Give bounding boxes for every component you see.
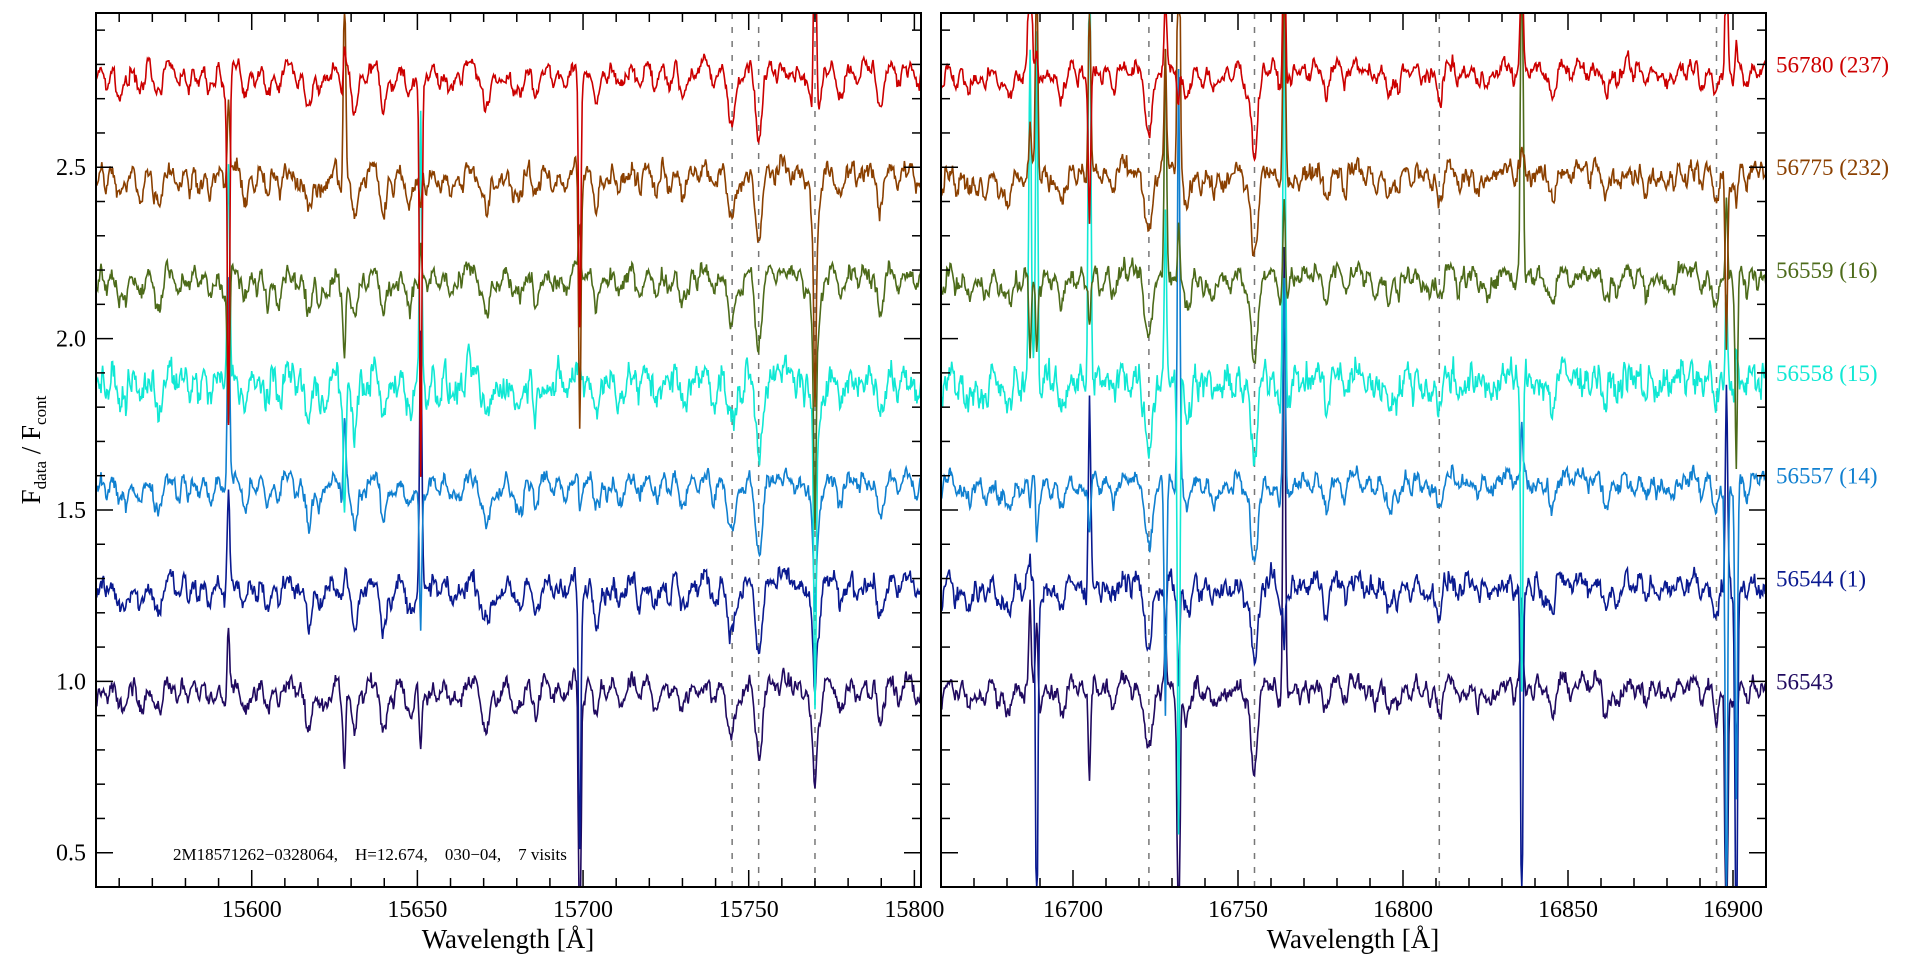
plot-frame [95, 12, 922, 888]
spectrum-line-56780 [941, 13, 1766, 224]
series-label: 56543 [1776, 669, 1834, 694]
x-axis-title-left: Wavelength [Å] [422, 924, 595, 954]
x-tick-label: 16750 [1208, 897, 1268, 923]
series-label: 56775 (232) [1776, 155, 1889, 180]
x-tick-label: 15800 [884, 897, 944, 923]
x-axis-title-right: Wavelength [Å] [1267, 924, 1440, 954]
x-tick-label: 16700 [1043, 897, 1103, 923]
x-tick-label: 15700 [553, 897, 613, 923]
right-panel: 16700 16750 16800 16850 16900 [940, 12, 1767, 923]
spectrum-line-56543 [941, 246, 1766, 887]
series-labels: 56780 (237) 56775 (232) 56559 (16) 56558 (1… [1776, 52, 1889, 694]
spectrum-line-56557 [941, 68, 1766, 887]
spectrum-line-56558 [941, 13, 1766, 835]
left-panel: 15600 15650 15700 15750 15800 0.5 1.0 1.5 2.0 2.5 [56, 12, 944, 923]
y-tick-label: 0.5 [56, 841, 86, 867]
y-tick-label: 1.5 [56, 498, 86, 524]
y-tick-label: 2.0 [56, 327, 86, 353]
star-annotation: 2M18571262−0328064, H=12.674, 030−04, 7 … [173, 845, 567, 864]
series-label: 56557 (14) [1776, 464, 1878, 489]
x-tick-label: 16850 [1538, 897, 1598, 923]
x-tick-label: 16800 [1373, 897, 1433, 923]
series-label: 56559 (16) [1776, 258, 1878, 283]
spectrum-line-56557 [96, 277, 921, 631]
plot-frame [940, 12, 1767, 888]
spectrum-line-56543 [96, 627, 921, 887]
x-tick-label: 16900 [1703, 897, 1763, 923]
spectrum-line-56558 [96, 110, 921, 710]
y-tick-label: 2.5 [56, 155, 86, 181]
spectrum-line-56544 [96, 330, 921, 850]
spectrum-line-56780 [96, 13, 921, 477]
spectrum-line-56559 [96, 223, 921, 531]
series-label: 56558 (15) [1776, 361, 1878, 386]
spectrum-line-56775 [941, 13, 1766, 350]
spectrum-line-56544 [941, 384, 1766, 887]
y-axis-title: Fdata / Fcont [16, 395, 50, 504]
series-label: 56544 (1) [1776, 567, 1866, 592]
series-label: 56780 (237) [1776, 52, 1889, 77]
spectrum-line-56775 [96, 13, 921, 429]
x-tick-label: 15650 [387, 897, 447, 923]
x-tick-label: 15600 [222, 897, 282, 923]
y-tick-label: 1.0 [56, 669, 86, 695]
x-tick-label: 15750 [719, 897, 779, 923]
spectrum-line-56559 [941, 13, 1766, 470]
